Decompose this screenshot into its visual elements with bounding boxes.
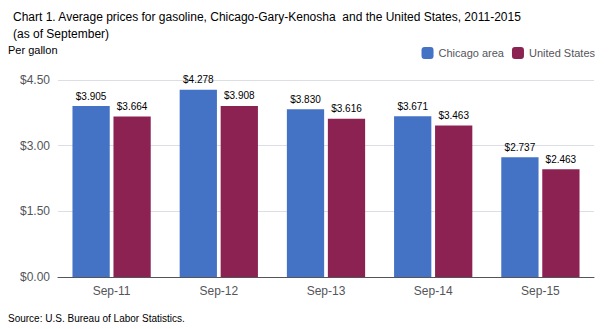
svg-text:Sep-15: Sep-15 (521, 284, 560, 298)
svg-text:(as of September): (as of September) (13, 27, 109, 41)
svg-text:$2.737: $2.737 (505, 142, 536, 153)
svg-text:$4.278: $4.278 (183, 74, 214, 85)
svg-text:$3.671: $3.671 (397, 101, 428, 112)
svg-text:$3.908: $3.908 (224, 90, 255, 101)
svg-text:United States: United States (529, 47, 596, 59)
svg-text:$3.616: $3.616 (331, 103, 362, 114)
svg-text:Sep-11: Sep-11 (93, 284, 131, 298)
svg-text:Source: U.S. Bureau of Labor S: Source: U.S. Bureau of Labor Statistics. (8, 313, 185, 324)
svg-text:$3.00: $3.00 (20, 139, 50, 153)
svg-text:$0.00: $0.00 (20, 270, 50, 284)
svg-text:$3.463: $3.463 (438, 110, 469, 121)
svg-text:$1.50: $1.50 (20, 204, 50, 218)
svg-text:Sep-13: Sep-13 (307, 284, 346, 298)
svg-text:$4.50: $4.50 (20, 73, 50, 87)
svg-text:Chicago area: Chicago area (439, 47, 505, 59)
svg-text:$3.830: $3.830 (290, 94, 321, 105)
svg-text:Per gallon: Per gallon (8, 44, 58, 56)
svg-text:$3.664: $3.664 (117, 101, 148, 112)
svg-text:Chart 1. Average prices for ga: Chart 1. Average prices for gasoline, Ch… (13, 10, 521, 24)
svg-text:Sep-14: Sep-14 (414, 284, 453, 298)
svg-text:$2.463: $2.463 (546, 154, 577, 165)
svg-text:$3.905: $3.905 (76, 91, 107, 102)
svg-text:Sep-12: Sep-12 (199, 284, 238, 298)
